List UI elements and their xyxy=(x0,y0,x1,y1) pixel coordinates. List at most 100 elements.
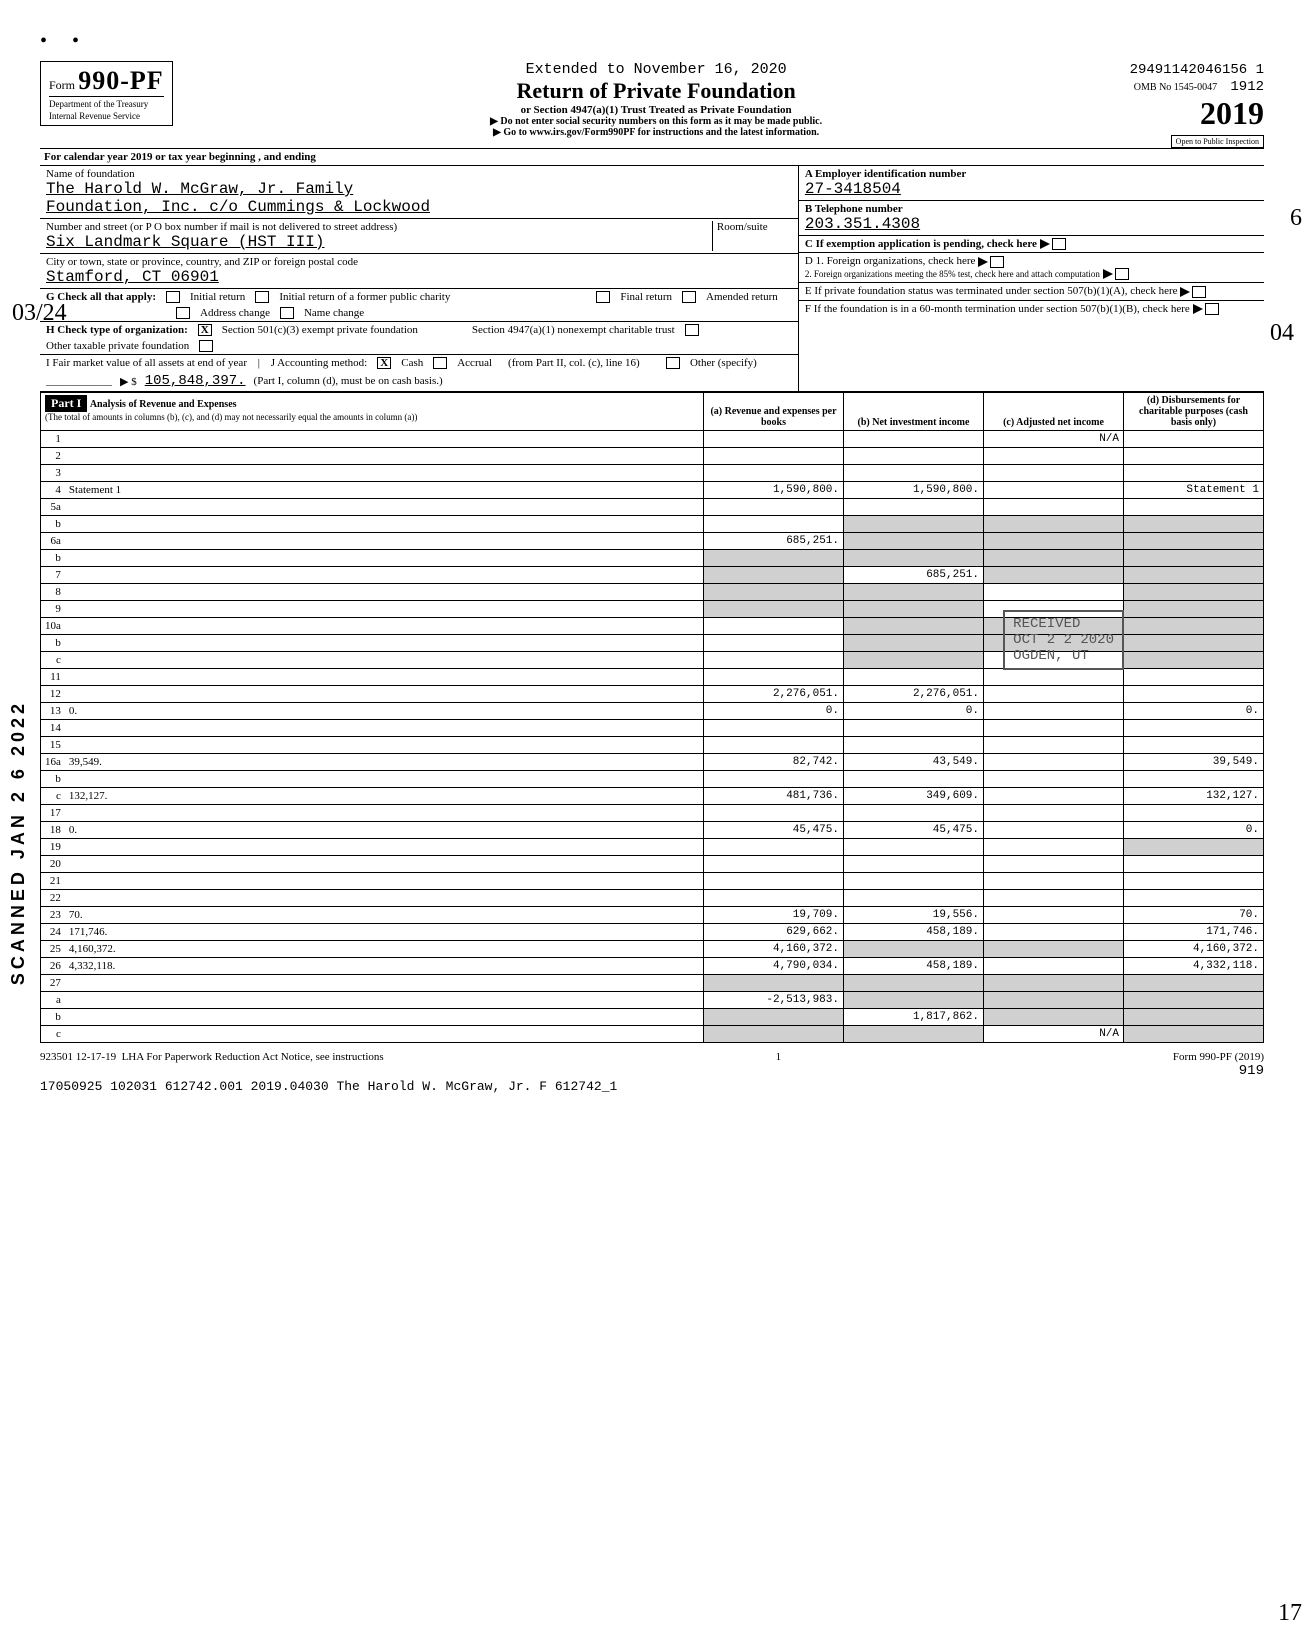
omb-number: OMB No 1545-0047 xyxy=(1134,82,1217,93)
f-block: F If the foundation is in a 60-month ter… xyxy=(799,301,1264,317)
hand-6: 6 xyxy=(1290,205,1302,232)
line-desc xyxy=(65,533,704,550)
line-desc: 4,332,118. xyxy=(65,958,704,975)
j-chk-other[interactable] xyxy=(666,357,680,369)
cell-b: 349,609. xyxy=(844,788,984,805)
cell-d: 0. xyxy=(1124,822,1264,839)
cell-c xyxy=(984,771,1124,788)
line-desc xyxy=(65,652,704,669)
g-chk-addr[interactable] xyxy=(176,307,190,319)
public-inspection: Open to Public Inspection xyxy=(1171,135,1264,148)
line-desc xyxy=(65,873,704,890)
h-chk-other[interactable] xyxy=(199,340,213,352)
arrow-icon xyxy=(978,257,988,267)
cell-d xyxy=(1124,839,1264,856)
line-desc: 132,127. xyxy=(65,788,704,805)
extended-note: Extended to November 16, 2020 xyxy=(183,61,1130,78)
f-chk[interactable] xyxy=(1205,303,1219,315)
c-chk[interactable] xyxy=(1052,238,1066,250)
line-desc xyxy=(65,635,704,652)
e-chk[interactable] xyxy=(1192,286,1206,298)
cell-d xyxy=(1124,448,1264,465)
cell-b: 2,276,051. xyxy=(844,686,984,703)
cell-c xyxy=(984,1009,1124,1026)
ein-block: A Employer identification number 27-3418… xyxy=(799,166,1264,201)
line-number: 6a xyxy=(41,533,65,550)
table-row: a-2,513,983. xyxy=(41,992,1264,1009)
d1-label: D 1. Foreign organizations, check here xyxy=(805,255,976,267)
d2-chk[interactable] xyxy=(1115,268,1129,280)
cell-d: 70. xyxy=(1124,907,1264,924)
cell-d xyxy=(1124,601,1264,618)
hand-919: 919 xyxy=(40,1063,1264,1079)
phone-value: 203.351.4308 xyxy=(805,215,920,233)
dept-line1: Department of the Treasury xyxy=(49,96,164,109)
cell-c xyxy=(984,533,1124,550)
table-row: 21 xyxy=(41,873,1264,890)
city-block: City or town, state or province, country… xyxy=(40,254,798,289)
hand-0324: 03/24 xyxy=(12,300,67,327)
dot-marks: • • xyxy=(40,30,1264,53)
d1-chk[interactable] xyxy=(990,256,1004,268)
info-right: A Employer identification number 27-3418… xyxy=(799,166,1264,391)
table-row: 4Statement 11,590,800.1,590,800.Statemen… xyxy=(41,482,1264,499)
cell-c xyxy=(984,873,1124,890)
j-chk-cash[interactable] xyxy=(377,357,391,369)
line-desc xyxy=(65,499,704,516)
cell-b: 45,475. xyxy=(844,822,984,839)
arrow-note-2: ▶ Go to www.irs.gov/Form990PF for instru… xyxy=(183,127,1130,138)
table-row: 5a xyxy=(41,499,1264,516)
c-block: C If exemption application is pending, c… xyxy=(799,236,1264,253)
cell-a xyxy=(704,618,844,635)
line-number: 8 xyxy=(41,584,65,601)
j-chk-accrual[interactable] xyxy=(433,357,447,369)
dept-line2: Internal Revenue Service xyxy=(49,109,164,121)
line-desc xyxy=(65,890,704,907)
line-number: 4 xyxy=(41,482,65,499)
cell-d xyxy=(1124,516,1264,533)
g-chk-amended[interactable] xyxy=(682,291,696,303)
arrow-icon xyxy=(1193,304,1203,314)
h-chk-4947[interactable] xyxy=(685,324,699,336)
line-desc xyxy=(65,448,704,465)
cell-c: N/A xyxy=(984,1026,1124,1043)
g-chk-initial[interactable] xyxy=(166,291,180,303)
c-label: C If exemption application is pending, c… xyxy=(805,238,1037,250)
g-chk-final[interactable] xyxy=(596,291,610,303)
stamp-received: RECEIVED xyxy=(1013,616,1080,632)
line-number: 16a xyxy=(41,754,65,771)
room-label: Room/suite xyxy=(717,221,768,233)
part1-header-row: Part I Analysis of Revenue and Expenses … xyxy=(41,393,1264,431)
cell-d xyxy=(1124,720,1264,737)
line-desc xyxy=(65,618,704,635)
form-ref: Form 990-PF (2019) xyxy=(1173,1051,1264,1063)
cell-d xyxy=(1124,856,1264,873)
cell-a: 1,590,800. xyxy=(704,482,844,499)
j-accrual: Accrual xyxy=(457,357,492,369)
footer-code: 923501 12-17-19 xyxy=(40,1051,116,1063)
cell-b xyxy=(844,737,984,754)
phone-block: B Telephone number 203.351.4308 xyxy=(799,201,1264,236)
cell-a xyxy=(704,652,844,669)
cell-c xyxy=(984,822,1124,839)
cell-b xyxy=(844,652,984,669)
table-row: b xyxy=(41,516,1264,533)
cell-a xyxy=(704,737,844,754)
cell-c xyxy=(984,958,1124,975)
table-row: 3 xyxy=(41,465,1264,482)
g-chk-former[interactable] xyxy=(255,291,269,303)
cell-a: 82,742. xyxy=(704,754,844,771)
h-chk-501c3[interactable] xyxy=(198,324,212,336)
cell-b xyxy=(844,839,984,856)
line-number: 18 xyxy=(41,822,65,839)
cell-d: 171,746. xyxy=(1124,924,1264,941)
g-chk-name[interactable] xyxy=(280,307,294,319)
cell-d: 132,127. xyxy=(1124,788,1264,805)
cell-a xyxy=(704,669,844,686)
cell-a xyxy=(704,516,844,533)
g-opt-4: Amended return xyxy=(706,291,778,303)
d-block: D 1. Foreign organizations, check here 2… xyxy=(799,253,1264,283)
cell-b xyxy=(844,856,984,873)
j-note: (Part I, column (d), must be on cash bas… xyxy=(254,375,443,387)
cell-b xyxy=(844,533,984,550)
